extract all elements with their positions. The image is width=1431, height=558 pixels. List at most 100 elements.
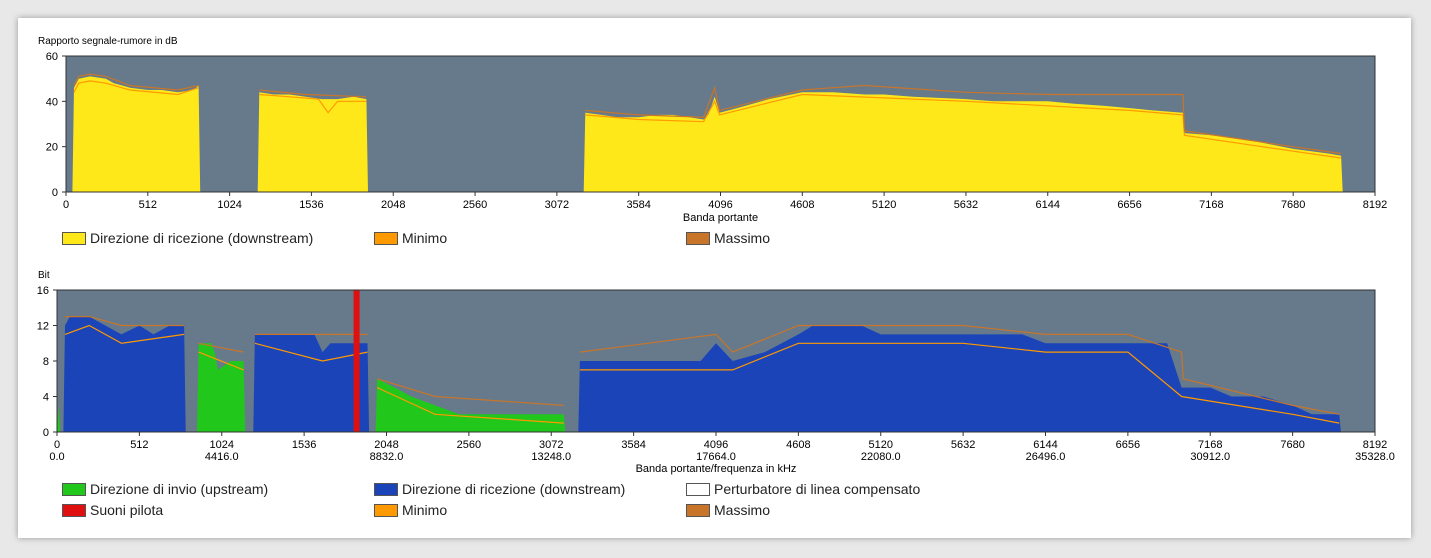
series-area-direzione-di-ricezione-downstream-2 — [583, 92, 1343, 192]
series-area-direzione-di-ricezione-downstream-1 — [253, 334, 370, 432]
series-area-direzione-di-ricezione-downstream-1 — [257, 92, 368, 192]
x-tick-label: 3072 — [539, 439, 563, 451]
x-tick-label: 2048 — [374, 439, 398, 451]
series-line-minimo-0 — [73, 80, 199, 96]
x-axis-label: Banda portante — [683, 212, 758, 224]
legend-snr-massimo: Massimo — [686, 230, 770, 246]
x-tick-label: 8192 — [1363, 199, 1387, 211]
x-tick-label: 5632 — [951, 439, 975, 451]
x-tick-label: 3584 — [621, 439, 645, 451]
x-tick-label: 1024 — [210, 439, 234, 451]
x-axis-label: Banda portante/frequenza in kHz — [636, 463, 797, 475]
x-tick-label: 4608 — [790, 199, 814, 211]
x-tick-label: 512 — [130, 439, 148, 451]
x-tick-label: 6656 — [1117, 199, 1141, 211]
snr-y-axis-label: Rapporto segnale-rumore in dB — [38, 36, 178, 47]
legend-snr-downstream: Direzione di ricezione (downstream) — [62, 230, 313, 246]
series-line-minimo-2 — [585, 93, 1342, 159]
x-tick-label: 3072 — [545, 199, 569, 211]
x-tick-label: 7680 — [1281, 199, 1305, 211]
y-tick-label: 60 — [46, 51, 58, 63]
pilot-tone-bar — [353, 290, 360, 432]
snr-chart: 0 20 40 60 0 512 1024 1536 2048 2560 3072 3584 4096 4… — [46, 51, 1387, 224]
series-line-minimo-4 — [579, 342, 1340, 424]
legend-swatch-brown — [686, 231, 710, 245]
x-tick-label: 2560 — [457, 439, 481, 451]
legend-bit-upstream: Direzione di invio (upstream) — [62, 481, 268, 497]
y-tick-label: 0 — [43, 427, 49, 439]
x-tick-label: 5120 — [869, 439, 893, 451]
y-tick-label: 40 — [46, 96, 58, 108]
series-line-massimo-4 — [579, 324, 1340, 415]
x-tick-label-khz: 13248.0 — [531, 451, 571, 463]
legend-snr-minimo: Minimo — [374, 230, 447, 246]
legend-swatch-orange-2 — [374, 503, 398, 517]
legend-bit-perturbatore: Perturbatore di linea compensato — [686, 481, 920, 497]
legend-swatch-red — [62, 503, 86, 517]
x-tick-label-khz: 26496.0 — [1026, 451, 1066, 463]
legend-swatch-yellow — [62, 231, 86, 245]
series-line-massimo-0 — [65, 316, 185, 327]
series-area-direzione-di-ricezione-downstream-0 — [72, 76, 201, 192]
y-tick-label: 0 — [52, 187, 58, 199]
legend-swatch-blue — [374, 482, 398, 496]
x-tick-label: 6144 — [1036, 199, 1060, 211]
legend-swatch-brown-2 — [686, 503, 710, 517]
legend-bit-massimo: Massimo — [686, 502, 770, 518]
x-tick-label: 6144 — [1033, 439, 1057, 451]
series-area-direzione-di-invio-upstream-0 — [57, 405, 61, 432]
x-tick-label: 7168 — [1199, 199, 1223, 211]
legend-swatch-orange — [374, 231, 398, 245]
x-tick-label: 4096 — [708, 199, 732, 211]
bit-y-axis-label: Bit — [38, 270, 50, 281]
y-tick-label: 12 — [37, 321, 49, 333]
series-line-minimo-0 — [64, 324, 185, 344]
legend-bit-downstream: Direzione di ricezione (downstream) — [374, 481, 625, 497]
x-tick-label-khz: 8832.0 — [370, 451, 404, 463]
series-line-massimo-2 — [585, 84, 1342, 155]
x-tick-label-khz: 17664.0 — [696, 451, 736, 463]
x-tick-label: 3584 — [626, 199, 650, 211]
series-line-minimo-3 — [376, 387, 564, 424]
x-tick-label: 1024 — [217, 199, 241, 211]
x-tick-label: 1536 — [292, 439, 316, 451]
series-area-direzione-di-invio-upstream-2 — [375, 378, 566, 432]
x-tick-label: 4608 — [786, 439, 810, 451]
x-tick-label-khz: 22080.0 — [861, 451, 901, 463]
x-tick-label: 5632 — [954, 199, 978, 211]
series-line-minimo-2 — [254, 342, 368, 362]
x-tick-label: 2560 — [463, 199, 487, 211]
x-tick-label: 8192 — [1363, 439, 1387, 451]
x-tick-label: 512 — [139, 199, 157, 211]
series-line-massimo-0 — [73, 73, 199, 91]
legend-swatch-white — [686, 482, 710, 496]
y-tick-label: 4 — [43, 392, 49, 404]
x-tick-label: 5120 — [872, 199, 896, 211]
x-tick-label-khz: 0.0 — [49, 451, 64, 463]
x-tick-label: 0 — [63, 199, 69, 211]
legend-bit-pilot: Suoni pilota — [62, 502, 163, 518]
series-area-direzione-di-ricezione-downstream-2 — [578, 325, 1341, 432]
x-tick-label: 6656 — [1116, 439, 1140, 451]
series-line-massimo-1 — [198, 342, 244, 353]
x-tick-label: 1536 — [299, 199, 323, 211]
x-tick-label-khz: 4416.0 — [205, 451, 239, 463]
series-line-massimo-1 — [259, 89, 367, 98]
series-line-minimo-1 — [259, 93, 367, 114]
series-line-minimo-1 — [198, 351, 244, 371]
series-area-direzione-di-ricezione-downstream-0 — [63, 316, 186, 432]
series-line-massimo-3 — [377, 378, 564, 406]
x-tick-label: 4096 — [704, 439, 728, 451]
x-tick-label: 2048 — [381, 199, 405, 211]
y-tick-label: 8 — [43, 356, 49, 368]
legend-swatch-green — [62, 482, 86, 496]
x-tick-label: 7168 — [1198, 439, 1222, 451]
x-tick-label: 7680 — [1280, 439, 1304, 451]
y-tick-label: 20 — [46, 142, 58, 154]
x-tick-label-khz: 35328.0 — [1355, 451, 1395, 463]
bit-chart: 0 4 8 12 16 0 512 1024 1536 2048 2560 3072 3584 4096 4… — [37, 285, 1395, 475]
x-tick-label-khz: 30912.0 — [1190, 451, 1230, 463]
y-tick-label: 16 — [37, 285, 49, 297]
legend-bit-minimo: Minimo — [374, 502, 447, 518]
x-tick-label: 0 — [54, 439, 60, 451]
